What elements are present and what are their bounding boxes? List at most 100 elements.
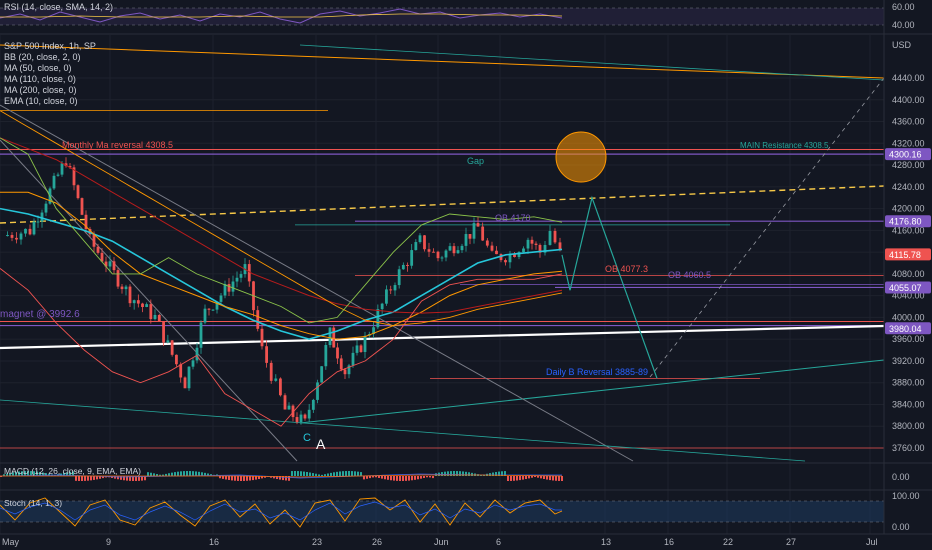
- candle-body: [356, 345, 359, 352]
- candle-body: [522, 248, 525, 252]
- macd-bar: [519, 476, 521, 480]
- macd-bar: [342, 471, 344, 476]
- price-tick-label: 3920.00: [892, 356, 925, 366]
- candle-body: [137, 300, 140, 303]
- price-tick-label: 4400.00: [892, 95, 925, 105]
- macd-label: MACD (12, 26, close, 9, EMA, EMA): [4, 466, 141, 476]
- macd-bar: [297, 471, 299, 476]
- macd-bar: [93, 476, 95, 480]
- candle-body: [29, 229, 32, 235]
- candle-body: [486, 241, 489, 246]
- candle-body: [53, 176, 56, 189]
- macd-bar: [375, 476, 377, 477]
- macd-bar: [78, 476, 80, 481]
- candle-body: [300, 415, 303, 423]
- candle-body: [24, 229, 27, 234]
- candle-body: [57, 175, 60, 176]
- macd-bar: [363, 476, 365, 479]
- time-tick-label: 16: [209, 537, 219, 547]
- macd-bar: [381, 476, 383, 479]
- candle-body: [324, 345, 327, 366]
- main-legend: S&P 500 Index, 1h, SP BB (20, close, 2, …: [4, 41, 96, 107]
- time-tick-label: May: [2, 537, 20, 547]
- macd-bar: [534, 476, 536, 477]
- macd-bar: [540, 476, 542, 478]
- macd-bar: [561, 476, 563, 481]
- macd-bar: [546, 476, 548, 480]
- macd-bar: [189, 471, 191, 476]
- macd-bar: [360, 472, 362, 476]
- candle-body: [61, 163, 64, 174]
- candle-body: [554, 231, 557, 242]
- annotation-label: MAIN Resistance 4308.5: [740, 141, 829, 150]
- candle-body: [469, 234, 472, 239]
- candle-body: [491, 246, 494, 251]
- macd-bar: [195, 471, 197, 476]
- rsi-label: RSI (14, close, SMA, 14, 2): [4, 2, 113, 12]
- candle-body: [406, 265, 409, 266]
- macd-bar: [558, 476, 560, 481]
- candle-body: [236, 278, 239, 282]
- macd-bar: [168, 473, 170, 476]
- macd-bar: [315, 474, 317, 476]
- candle-body: [509, 254, 512, 262]
- rsi-tick-40: 40.00: [892, 20, 915, 30]
- candle-body: [344, 369, 347, 374]
- price-tick-label: 4320.00: [892, 138, 925, 148]
- macd-bar: [192, 471, 194, 476]
- legend-ma110[interactable]: MA (110, close, 0): [4, 74, 96, 85]
- price-tick-label: 4440.00: [892, 73, 925, 83]
- time-tick-label: 22: [723, 537, 733, 547]
- candle-body: [504, 260, 507, 262]
- price-tick-label: 3880.00: [892, 378, 925, 388]
- macd-bar: [390, 476, 392, 480]
- macd-bar: [429, 476, 431, 477]
- macd-bar: [345, 471, 347, 476]
- price-tick-label: 4000.00: [892, 312, 925, 322]
- macd-bar: [336, 472, 338, 476]
- legend-ema10[interactable]: EMA (10, close, 0): [4, 96, 96, 107]
- macd-bar: [75, 476, 77, 481]
- candle-body: [428, 249, 431, 252]
- stoch-tick-100: 100.00: [892, 491, 920, 501]
- legend-ma50[interactable]: MA (50, close, 0): [4, 63, 96, 74]
- candle-body: [432, 252, 435, 253]
- price-tick-label: 4080.00: [892, 269, 925, 279]
- candle-body: [232, 282, 235, 292]
- macd-bar: [396, 476, 398, 481]
- legend-ma200[interactable]: MA (200, close, 0): [4, 85, 96, 96]
- legend-symbol[interactable]: S&P 500 Index, 1h, SP: [4, 41, 96, 52]
- macd-bar: [402, 476, 404, 481]
- candle-body: [453, 246, 456, 253]
- macd-bar: [543, 476, 545, 479]
- candle-body: [81, 198, 84, 215]
- candle-body: [228, 284, 231, 292]
- macd-bar: [87, 476, 89, 481]
- macd-bar: [420, 476, 422, 479]
- candle-body: [220, 295, 223, 301]
- macd-bar: [522, 476, 524, 480]
- macd-bar: [339, 471, 341, 476]
- macd-bar: [366, 476, 368, 479]
- candle-body: [312, 400, 315, 410]
- macd-bar: [468, 472, 470, 476]
- candle-body: [410, 250, 413, 266]
- macd-bar: [174, 472, 176, 476]
- macd-bar: [426, 476, 428, 477]
- macd-bar: [417, 476, 419, 479]
- macd-bar: [531, 476, 533, 478]
- candle-body: [113, 261, 116, 270]
- candle-body: [364, 336, 367, 352]
- macd-bar: [225, 476, 227, 479]
- macd-bar: [516, 476, 518, 480]
- candle-body: [129, 287, 132, 304]
- macd-bar: [327, 473, 329, 476]
- legend-bb[interactable]: BB (20, close, 2, 0): [4, 52, 96, 63]
- candle-body: [473, 223, 476, 239]
- gap-circle: [556, 132, 606, 182]
- candle-body: [304, 415, 307, 419]
- candle-body: [389, 289, 392, 290]
- candle-body: [179, 364, 182, 377]
- candle-body: [158, 315, 161, 322]
